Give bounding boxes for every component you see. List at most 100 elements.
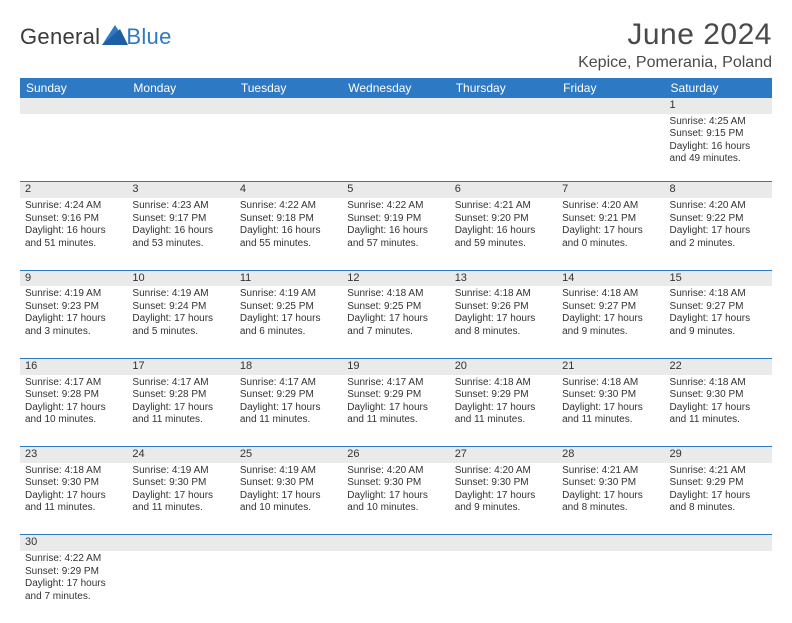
calendar-cell: Sunrise: 4:20 AM Sunset: 9:30 PM Dayligh… — [342, 463, 449, 535]
calendar-cell — [342, 114, 449, 182]
calendar-cell: Sunrise: 4:21 AM Sunset: 9:30 PM Dayligh… — [557, 463, 664, 535]
calendar-cell — [665, 551, 772, 623]
cell-text: Sunrise: 4:18 AM Sunset: 9:25 PM Dayligh… — [347, 288, 444, 338]
page-frame: General Blue June 2024 Kepice, Pomerania… — [0, 0, 792, 623]
day-number-cell: 13 — [450, 270, 557, 286]
calendar-cell: Sunrise: 4:22 AM Sunset: 9:18 PM Dayligh… — [235, 198, 342, 270]
day-number-cell — [20, 98, 127, 114]
day-number-row: 1 — [20, 98, 772, 114]
day-number-cell — [235, 535, 342, 551]
cell-text: Sunrise: 4:21 AM Sunset: 9:20 PM Dayligh… — [455, 200, 552, 250]
calendar-cell: Sunrise: 4:18 AM Sunset: 9:30 PM Dayligh… — [665, 375, 772, 447]
logo-word-1: General — [20, 24, 100, 50]
calendar-row: Sunrise: 4:22 AM Sunset: 9:29 PM Dayligh… — [20, 551, 772, 623]
calendar-cell — [20, 114, 127, 182]
weekday-header: Sunday — [20, 78, 127, 98]
day-number-cell: 14 — [557, 270, 664, 286]
calendar-cell: Sunrise: 4:19 AM Sunset: 9:30 PM Dayligh… — [235, 463, 342, 535]
calendar-cell: Sunrise: 4:18 AM Sunset: 9:25 PM Dayligh… — [342, 286, 449, 358]
cell-text: Sunrise: 4:21 AM Sunset: 9:29 PM Dayligh… — [670, 465, 767, 515]
day-number-cell — [342, 535, 449, 551]
calendar-cell — [127, 114, 234, 182]
calendar-cell — [235, 551, 342, 623]
cell-text: Sunrise: 4:23 AM Sunset: 9:17 PM Dayligh… — [132, 200, 229, 250]
calendar-row: Sunrise: 4:18 AM Sunset: 9:30 PM Dayligh… — [20, 463, 772, 535]
calendar-cell — [342, 551, 449, 623]
cell-text: Sunrise: 4:18 AM Sunset: 9:27 PM Dayligh… — [670, 288, 767, 338]
day-number-cell: 12 — [342, 270, 449, 286]
day-number-cell: 10 — [127, 270, 234, 286]
calendar-body: 1Sunrise: 4:25 AM Sunset: 9:15 PM Daylig… — [20, 98, 772, 623]
calendar-cell: Sunrise: 4:17 AM Sunset: 9:29 PM Dayligh… — [235, 375, 342, 447]
calendar-cell: Sunrise: 4:18 AM Sunset: 9:27 PM Dayligh… — [665, 286, 772, 358]
logo-word-2: Blue — [126, 24, 171, 50]
cell-text: Sunrise: 4:22 AM Sunset: 9:29 PM Dayligh… — [25, 553, 122, 603]
day-number-cell: 1 — [665, 98, 772, 114]
day-number-cell — [342, 98, 449, 114]
day-number-row: 16171819202122 — [20, 358, 772, 374]
day-number-row: 23242526272829 — [20, 447, 772, 463]
calendar-cell: Sunrise: 4:21 AM Sunset: 9:29 PM Dayligh… — [665, 463, 772, 535]
day-number-cell: 20 — [450, 358, 557, 374]
cell-text: Sunrise: 4:19 AM Sunset: 9:25 PM Dayligh… — [240, 288, 337, 338]
cell-text: Sunrise: 4:17 AM Sunset: 9:28 PM Dayligh… — [132, 377, 229, 427]
cell-text: Sunrise: 4:19 AM Sunset: 9:23 PM Dayligh… — [25, 288, 122, 338]
day-number-cell: 22 — [665, 358, 772, 374]
calendar-cell: Sunrise: 4:17 AM Sunset: 9:29 PM Dayligh… — [342, 375, 449, 447]
weekday-header: Thursday — [450, 78, 557, 98]
day-number-cell: 16 — [20, 358, 127, 374]
calendar-cell: Sunrise: 4:20 AM Sunset: 9:22 PM Dayligh… — [665, 198, 772, 270]
calendar-row: Sunrise: 4:24 AM Sunset: 9:16 PM Dayligh… — [20, 198, 772, 270]
weekday-header-row: Sunday Monday Tuesday Wednesday Thursday… — [20, 78, 772, 98]
cell-text: Sunrise: 4:20 AM Sunset: 9:30 PM Dayligh… — [455, 465, 552, 515]
calendar-cell: Sunrise: 4:19 AM Sunset: 9:30 PM Dayligh… — [127, 463, 234, 535]
calendar-cell: Sunrise: 4:24 AM Sunset: 9:16 PM Dayligh… — [20, 198, 127, 270]
day-number-cell: 8 — [665, 182, 772, 198]
calendar-cell: Sunrise: 4:18 AM Sunset: 9:27 PM Dayligh… — [557, 286, 664, 358]
cell-text: Sunrise: 4:20 AM Sunset: 9:22 PM Dayligh… — [670, 200, 767, 250]
day-number-cell: 26 — [342, 447, 449, 463]
cell-text: Sunrise: 4:19 AM Sunset: 9:30 PM Dayligh… — [132, 465, 229, 515]
cell-text: Sunrise: 4:18 AM Sunset: 9:29 PM Dayligh… — [455, 377, 552, 427]
day-number-cell: 6 — [450, 182, 557, 198]
weekday-header: Saturday — [665, 78, 772, 98]
calendar-cell: Sunrise: 4:25 AM Sunset: 9:15 PM Dayligh… — [665, 114, 772, 182]
calendar-cell — [557, 114, 664, 182]
calendar-cell: Sunrise: 4:19 AM Sunset: 9:25 PM Dayligh… — [235, 286, 342, 358]
day-number-cell: 25 — [235, 447, 342, 463]
cell-text: Sunrise: 4:20 AM Sunset: 9:30 PM Dayligh… — [347, 465, 444, 515]
top-bar: General Blue June 2024 Kepice, Pomerania… — [20, 18, 772, 72]
day-number-cell: 28 — [557, 447, 664, 463]
location-text: Kepice, Pomerania, Poland — [578, 54, 772, 72]
weekday-header: Wednesday — [342, 78, 449, 98]
calendar-cell: Sunrise: 4:18 AM Sunset: 9:29 PM Dayligh… — [450, 375, 557, 447]
calendar-cell: Sunrise: 4:19 AM Sunset: 9:24 PM Dayligh… — [127, 286, 234, 358]
header-right: June 2024 Kepice, Pomerania, Poland — [578, 18, 772, 72]
calendar-cell — [450, 114, 557, 182]
cell-text: Sunrise: 4:19 AM Sunset: 9:24 PM Dayligh… — [132, 288, 229, 338]
day-number-cell: 15 — [665, 270, 772, 286]
calendar-row: Sunrise: 4:19 AM Sunset: 9:23 PM Dayligh… — [20, 286, 772, 358]
day-number-cell: 5 — [342, 182, 449, 198]
cell-text: Sunrise: 4:22 AM Sunset: 9:19 PM Dayligh… — [347, 200, 444, 250]
cell-text: Sunrise: 4:21 AM Sunset: 9:30 PM Dayligh… — [562, 465, 659, 515]
day-number-cell — [127, 98, 234, 114]
month-title: June 2024 — [578, 18, 772, 52]
day-number-cell: 4 — [235, 182, 342, 198]
day-number-cell — [665, 535, 772, 551]
calendar-cell: Sunrise: 4:20 AM Sunset: 9:21 PM Dayligh… — [557, 198, 664, 270]
cell-text: Sunrise: 4:17 AM Sunset: 9:29 PM Dayligh… — [347, 377, 444, 427]
calendar-cell: Sunrise: 4:23 AM Sunset: 9:17 PM Dayligh… — [127, 198, 234, 270]
cell-text: Sunrise: 4:18 AM Sunset: 9:27 PM Dayligh… — [562, 288, 659, 338]
calendar-cell — [127, 551, 234, 623]
day-number-cell: 27 — [450, 447, 557, 463]
day-number-cell: 23 — [20, 447, 127, 463]
day-number-cell — [557, 98, 664, 114]
calendar-cell: Sunrise: 4:22 AM Sunset: 9:19 PM Dayligh… — [342, 198, 449, 270]
cell-text: Sunrise: 4:17 AM Sunset: 9:29 PM Dayligh… — [240, 377, 337, 427]
day-number-cell: 11 — [235, 270, 342, 286]
day-number-row: 2345678 — [20, 182, 772, 198]
cell-text: Sunrise: 4:18 AM Sunset: 9:26 PM Dayligh… — [455, 288, 552, 338]
cell-text: Sunrise: 4:17 AM Sunset: 9:28 PM Dayligh… — [25, 377, 122, 427]
day-number-cell — [127, 535, 234, 551]
